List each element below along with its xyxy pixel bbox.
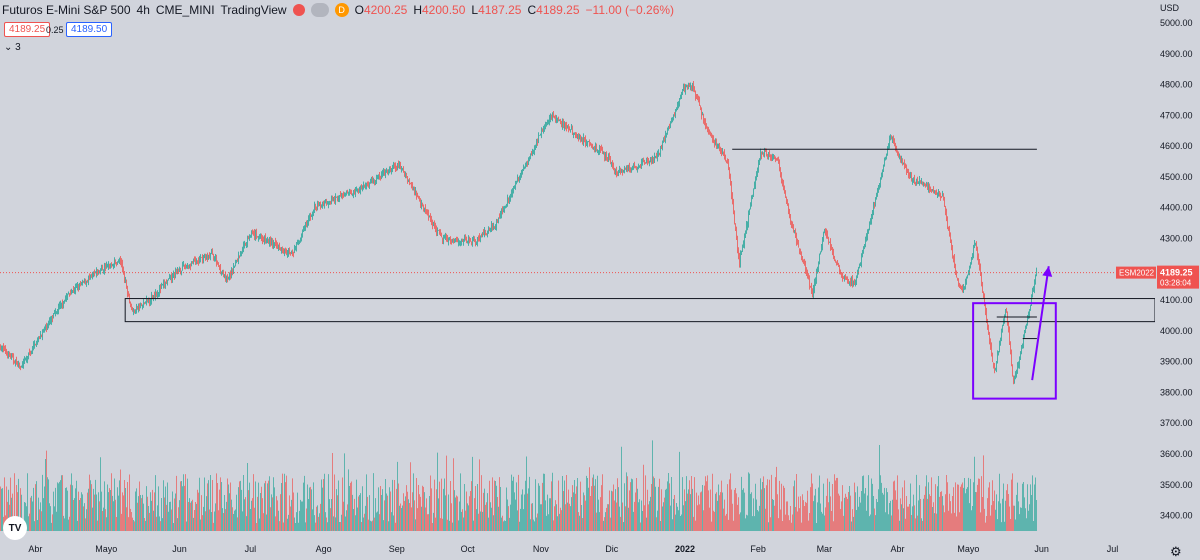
y-tick-label: 4800.00 <box>1160 80 1193 90</box>
x-tick-label: Sep <box>389 544 405 554</box>
x-tick-label: Mayo <box>95 544 117 554</box>
x-tick-label: Jun <box>172 544 187 554</box>
y-tick-label: 3400.00 <box>1160 511 1193 521</box>
price-change: −11.00 (−0.26%) <box>585 3 675 17</box>
y-tick-label: 4300.00 <box>1160 234 1193 244</box>
x-tick-label: Jul <box>1107 544 1119 554</box>
y-tick-label: 5000.00 <box>1160 18 1193 28</box>
ohlc-open: O4200.25 <box>354 3 408 17</box>
tradingview-logo-icon[interactable]: TV <box>3 516 27 540</box>
x-tick-label: Abr <box>891 544 905 554</box>
last-price-tag <box>1157 265 1199 289</box>
x-tick-label: Mar <box>817 544 833 554</box>
ohlc-low: L4187.25 <box>471 3 522 17</box>
red-dot-icon <box>292 4 305 16</box>
y-tick-label: 3800.00 <box>1160 387 1193 397</box>
symbol-title[interactable]: Futuros E-Mini S&P 500 <box>2 3 131 17</box>
x-tick-label: Mayo <box>957 544 979 554</box>
x-tick-label: Abr <box>28 544 42 554</box>
y-tick-label: 3500.00 <box>1160 480 1193 490</box>
bottom-box[interactable] <box>972 302 1057 400</box>
interval[interactable]: 4h <box>136 3 150 17</box>
support-zone[interactable] <box>124 298 1156 323</box>
exchange: CME_MINI <box>155 3 215 17</box>
delayed-badge[interactable]: D <box>334 3 349 17</box>
symbol-tag-text: ESM2022 <box>1119 269 1155 278</box>
y-tick-label: 4400.00 <box>1160 203 1193 213</box>
candles <box>0 81 1037 385</box>
x-tick-label: Ago <box>316 544 332 554</box>
indicator-count: 3 <box>15 42 21 53</box>
sell-button[interactable]: 4189.25 <box>4 22 51 37</box>
x-tick-label: Dic <box>605 544 618 554</box>
y-tick-label: 4700.00 <box>1160 110 1193 120</box>
arrow-head <box>1042 266 1053 277</box>
y-tick-label: 4100.00 <box>1160 295 1193 305</box>
y-tick-label: 3600.00 <box>1160 449 1193 459</box>
x-tick-label: Feb <box>750 544 766 554</box>
y-tick-label: 3700.00 <box>1160 418 1193 428</box>
y-tick-label: 4900.00 <box>1160 49 1193 59</box>
chevron-down-icon: ⌄ <box>4 42 16 53</box>
eye-icon[interactable] <box>310 3 329 17</box>
gear-icon[interactable]: ⚙ <box>1170 544 1182 559</box>
indicators-toggle[interactable]: ⌄ 3 <box>4 42 21 53</box>
x-tick-label: Jun <box>1034 544 1049 554</box>
chart-header: Futuros E-Mini S&P 500 4h CME_MINI Tradi… <box>0 0 1155 60</box>
buy-button[interactable]: 4189.50 <box>66 22 113 37</box>
symbol-tag <box>1116 266 1156 279</box>
ohlc-close: C4189.25 <box>527 3 580 17</box>
source: TradingView <box>220 3 287 17</box>
y-tick-label: 4000.00 <box>1160 326 1193 336</box>
time-axis[interactable]: Abr Mayo Jun Jul Ago Sep Oct Nov Dic 2022 Feb Mar Ab… <box>28 544 1118 554</box>
y-tick-label: 4500.00 <box>1160 172 1193 182</box>
spread-value: 0.25 <box>46 25 64 35</box>
countdown-text: 03:28:04 <box>1160 279 1192 288</box>
y-tick-label: 3900.00 <box>1160 357 1193 367</box>
x-tick-label: Nov <box>533 544 550 554</box>
y-tick-label: 4600.00 <box>1160 141 1193 151</box>
currency-label: USD <box>1160 3 1180 13</box>
x-tick-label: Jul <box>245 544 257 554</box>
drawings[interactable] <box>124 148 1156 400</box>
last-price-text: 4189.25 <box>1160 268 1193 278</box>
ohlc-high: H4200.50 <box>413 3 466 17</box>
price-axis[interactable]: USD 3400.00 3500.00 3600.00 3700.00 3800.00 39… <box>1116 0 1200 560</box>
trend-arrow[interactable] <box>1031 266 1050 381</box>
x-tick-label: 2022 <box>675 544 695 554</box>
x-tick-label: Oct <box>461 544 476 554</box>
volume-bars <box>0 440 1037 531</box>
